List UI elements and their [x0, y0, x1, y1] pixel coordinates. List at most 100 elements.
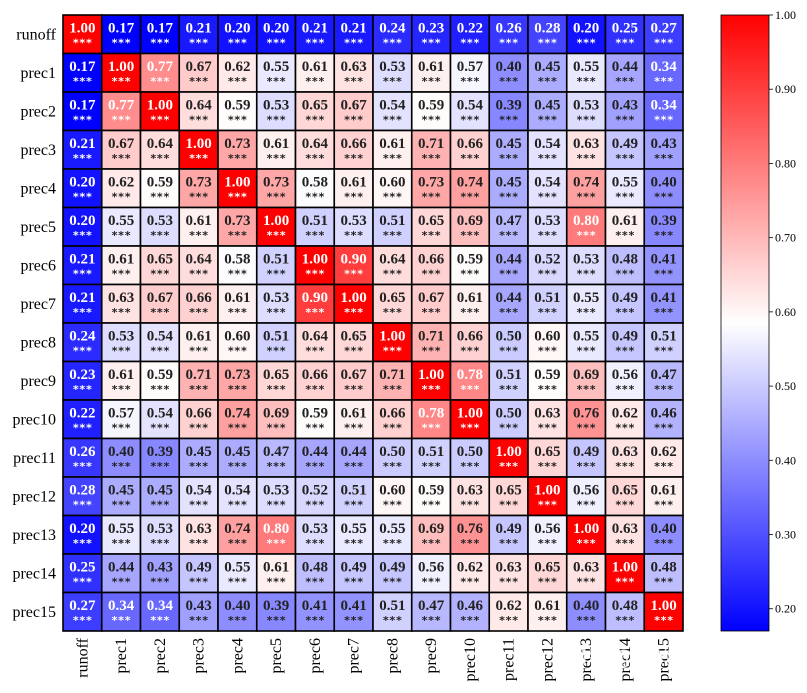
cell-value-label: 0.66: [418, 251, 445, 267]
cell-value-label: 0.21: [69, 251, 95, 267]
cell-significance-label: ***: [654, 498, 674, 511]
heatmap-cell: 0.49***: [604, 283, 646, 324]
cell-value-label: 0.55: [612, 174, 638, 190]
cell-value-label: 0.61: [457, 290, 483, 306]
cell-significance-label: ***: [266, 190, 286, 203]
x-tick-label: prec1: [113, 638, 130, 674]
cell-significance-label: ***: [576, 190, 596, 203]
cell-value-label: 0.45: [108, 482, 134, 498]
cell-value-label: 0.52: [534, 251, 560, 267]
heatmap-cell: 0.90***: [294, 283, 336, 324]
y-tick-label: prec3: [20, 142, 56, 159]
cell-significance-label: ***: [189, 421, 209, 434]
heatmap-cell: 0.26***: [488, 14, 529, 55]
cell-rect: [178, 360, 219, 401]
cell-significance-label: ***: [537, 229, 557, 242]
cell-value-label: 0.66: [302, 367, 329, 383]
cell-value-label: 0.51: [302, 213, 328, 229]
cell-value-label: 0.69: [263, 405, 289, 421]
cell-value-label: 0.28: [534, 20, 560, 36]
cell-value-label: 0.53: [263, 97, 289, 113]
y-tick-label: prec5: [20, 219, 56, 236]
cell-significance-label: ***: [72, 306, 92, 319]
heatmap-cell: 0.51***: [372, 206, 413, 247]
cell-significance-label: ***: [227, 575, 247, 588]
cell-significance-label: ***: [576, 383, 596, 396]
cell-significance-label: ***: [266, 152, 286, 165]
heatmap-cell: 0.73***: [217, 129, 258, 170]
cell-significance-label: ***: [266, 229, 286, 242]
cell-value-label: 0.53: [263, 290, 289, 306]
cell-significance-label: ***: [576, 614, 596, 627]
cell-value-label: 0.69: [418, 521, 444, 537]
heatmap-cell: 0.64***: [178, 91, 219, 132]
heatmap-cell: 1.00***: [255, 206, 297, 247]
cell-significance-label: ***: [421, 267, 441, 280]
cell-significance-label: ***: [537, 460, 557, 473]
heatmap-cell: 0.60***: [527, 322, 568, 363]
colorbar-tick-label: 0.90: [775, 82, 796, 96]
cell-value-label: 0.61: [302, 59, 328, 75]
cell-rect: [488, 591, 529, 632]
heatmap-cell: 0.49***: [178, 553, 219, 594]
heatmap-cell: 0.65***: [255, 360, 297, 401]
cell-value-label: 0.61: [341, 174, 367, 190]
cell-significance-label: ***: [305, 113, 325, 126]
cell-rect: [217, 168, 258, 209]
cell-significance-label: ***: [189, 575, 209, 588]
colorbar-tick-label: 0.50: [775, 379, 796, 393]
heatmap-cell: 0.73***: [410, 168, 452, 209]
cell-rect: [294, 591, 336, 632]
heatmap-cell: 0.17***: [62, 52, 103, 93]
cell-value-label: 0.62: [224, 59, 250, 75]
cell-rect: [604, 476, 646, 517]
cell-value-label: 0.39: [263, 598, 289, 614]
cell-value-label: 0.46: [651, 405, 678, 421]
cell-value-label: 0.17: [69, 97, 96, 113]
cell-significance-label: ***: [72, 537, 92, 550]
cell-significance-label: ***: [344, 190, 364, 203]
heatmap-cell: 0.20***: [565, 14, 607, 55]
heatmap-cell: 0.59***: [449, 245, 491, 286]
cell-value-label: 0.90: [341, 251, 367, 267]
x-tick-label: prec8: [384, 638, 401, 674]
heatmap-cell: 0.17***: [100, 14, 142, 55]
heatmap-cell: 0.21***: [62, 129, 103, 170]
cell-rect: [62, 322, 103, 363]
cell-value-label: 0.67: [108, 136, 135, 152]
cell-significance-label: ***: [576, 460, 596, 473]
heatmap-cell: 0.61***: [255, 129, 297, 170]
cell-value-label: 0.55: [379, 521, 405, 537]
cell-significance-label: ***: [305, 152, 325, 165]
heatmap-cell: 0.71***: [372, 360, 413, 401]
cell-significance-label: ***: [654, 190, 674, 203]
cell-significance-label: ***: [537, 36, 557, 49]
heatmap-cell: 0.53***: [100, 322, 142, 363]
cell-rect: [139, 322, 181, 363]
x-tick-label: prec4: [229, 638, 246, 674]
heatmap-cell: 0.69***: [565, 360, 607, 401]
cell-significance-label: ***: [227, 152, 247, 165]
heatmap-cell: 0.74***: [217, 399, 258, 440]
cell-value-label: 0.45: [186, 444, 212, 460]
cell-significance-label: ***: [421, 460, 441, 473]
heatmap-cell: 0.65***: [139, 245, 181, 286]
cell-value-label: 0.50: [496, 328, 522, 344]
cell-significance-label: ***: [421, 75, 441, 88]
cell-rect: [294, 129, 336, 170]
heatmap-cell: 0.43***: [604, 91, 646, 132]
cell-rect: [333, 283, 374, 324]
cell-significance-label: ***: [189, 75, 209, 88]
cell-significance-label: ***: [537, 152, 557, 165]
heatmap-cell: 0.53***: [255, 476, 297, 517]
cell-value-label: 0.55: [573, 59, 599, 75]
cell-value-label: 0.80: [263, 521, 289, 537]
x-tick-label: prec15: [656, 638, 673, 682]
cell-rect: [178, 476, 219, 517]
cell-significance-label: ***: [266, 537, 286, 550]
y-tick-label: prec6: [20, 257, 56, 274]
cell-significance-label: ***: [72, 267, 92, 280]
cell-value-label: 0.21: [69, 136, 95, 152]
cell-significance-label: ***: [305, 575, 325, 588]
heatmap-cell: 0.65***: [410, 206, 452, 247]
